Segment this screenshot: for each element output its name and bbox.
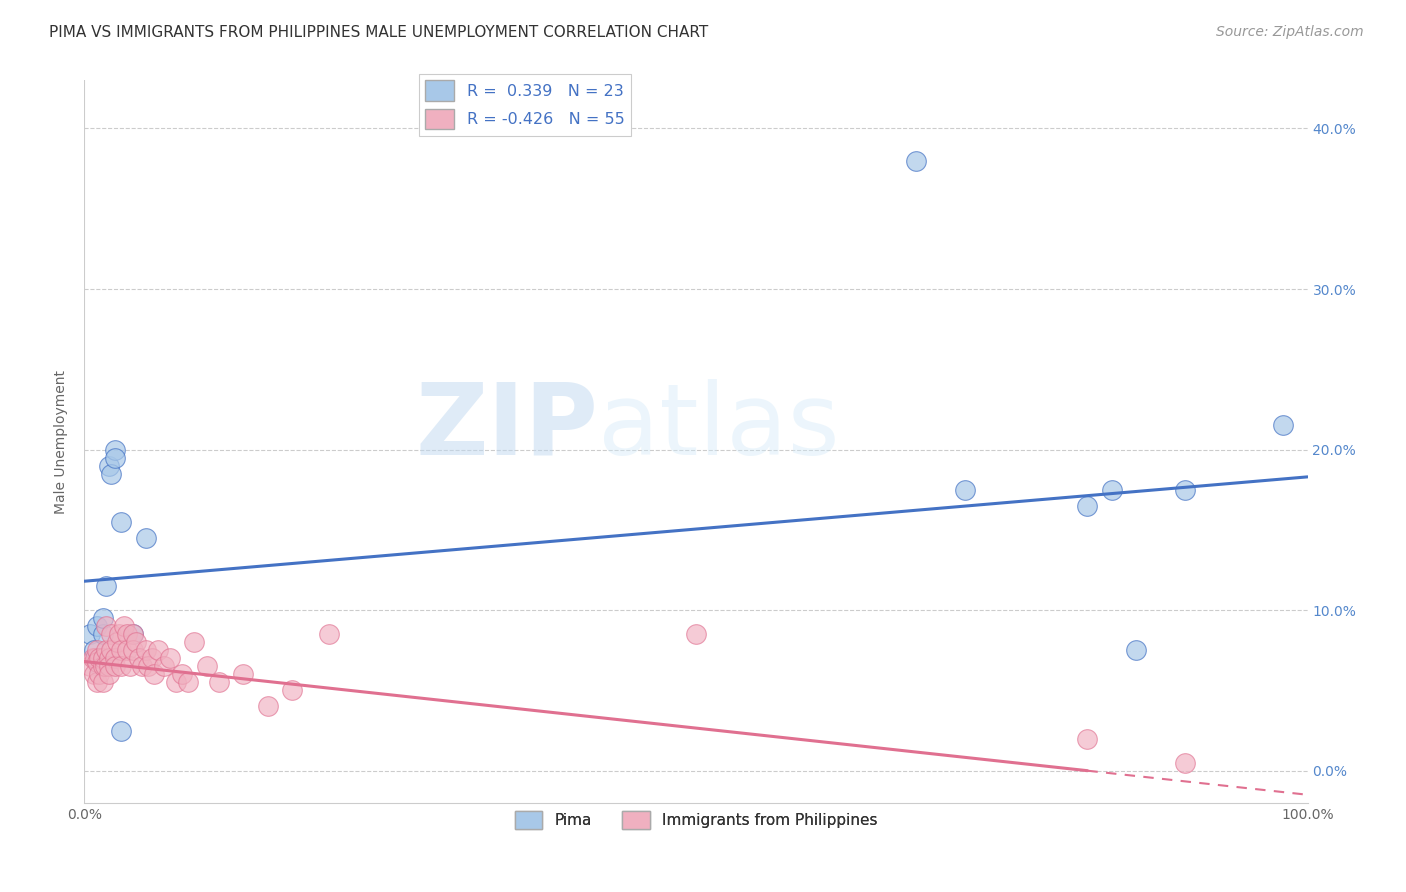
Point xyxy=(100,467,122,481)
Point xyxy=(97,667,120,681)
Point xyxy=(107,627,129,641)
Point xyxy=(905,153,928,168)
Point xyxy=(118,659,141,673)
Point xyxy=(83,643,105,657)
Point xyxy=(141,651,163,665)
Point xyxy=(177,675,200,690)
Point xyxy=(97,458,120,473)
Point xyxy=(232,667,254,681)
Point xyxy=(83,667,105,681)
Point xyxy=(91,675,114,690)
Point xyxy=(110,723,132,738)
Point xyxy=(82,651,104,665)
Point xyxy=(136,659,159,673)
Point xyxy=(1076,499,1098,513)
Point xyxy=(195,659,218,673)
Point xyxy=(91,651,114,665)
Point xyxy=(79,627,101,641)
Point xyxy=(172,667,194,681)
Point xyxy=(122,627,145,641)
Point xyxy=(79,659,101,673)
Point xyxy=(1101,483,1123,497)
Point xyxy=(115,643,138,657)
Point xyxy=(135,531,157,545)
Point xyxy=(143,667,166,681)
Point xyxy=(104,442,127,457)
Point xyxy=(96,643,118,657)
Legend: Pima, Immigrants from Philippines: Pima, Immigrants from Philippines xyxy=(509,805,883,835)
Point xyxy=(110,659,132,673)
Point xyxy=(100,643,122,657)
Point xyxy=(87,651,110,665)
Point xyxy=(84,651,107,665)
Point xyxy=(110,515,132,529)
Point xyxy=(1272,418,1295,433)
Point xyxy=(86,655,108,669)
Point xyxy=(208,675,231,690)
Point xyxy=(96,579,118,593)
Point xyxy=(153,659,176,673)
Point xyxy=(1174,483,1197,497)
Point xyxy=(94,659,117,673)
Point xyxy=(257,699,280,714)
Point xyxy=(91,659,114,673)
Point xyxy=(91,611,114,625)
Point xyxy=(104,450,127,465)
Point xyxy=(146,643,169,657)
Point xyxy=(87,667,110,681)
Point xyxy=(110,643,132,657)
Point xyxy=(122,643,145,657)
Point xyxy=(128,651,150,665)
Point xyxy=(318,627,340,641)
Point xyxy=(86,619,108,633)
Point xyxy=(953,483,976,497)
Point xyxy=(97,651,120,665)
Y-axis label: Male Unemployment: Male Unemployment xyxy=(55,369,69,514)
Point xyxy=(281,683,304,698)
Text: PIMA VS IMMIGRANTS FROM PHILIPPINES MALE UNEMPLOYMENT CORRELATION CHART: PIMA VS IMMIGRANTS FROM PHILIPPINES MALE… xyxy=(49,25,709,40)
Point xyxy=(104,659,127,673)
Point xyxy=(87,659,110,673)
Text: Source: ZipAtlas.com: Source: ZipAtlas.com xyxy=(1216,25,1364,39)
Point xyxy=(131,659,153,673)
Point xyxy=(97,659,120,673)
Point xyxy=(159,651,181,665)
Point xyxy=(1076,731,1098,746)
Point xyxy=(135,643,157,657)
Text: ZIP: ZIP xyxy=(415,378,598,475)
Point xyxy=(100,627,122,641)
Point xyxy=(86,675,108,690)
Point xyxy=(86,651,108,665)
Point xyxy=(1174,756,1197,770)
Point xyxy=(91,627,114,641)
Point xyxy=(122,627,145,641)
Point xyxy=(165,675,187,690)
Text: atlas: atlas xyxy=(598,378,839,475)
Point xyxy=(125,635,148,649)
Point xyxy=(112,619,135,633)
Point xyxy=(105,635,128,649)
Point xyxy=(183,635,205,649)
Point xyxy=(104,651,127,665)
Point xyxy=(96,619,118,633)
Point xyxy=(1125,643,1147,657)
Point xyxy=(685,627,707,641)
Point xyxy=(86,643,108,657)
Point xyxy=(115,627,138,641)
